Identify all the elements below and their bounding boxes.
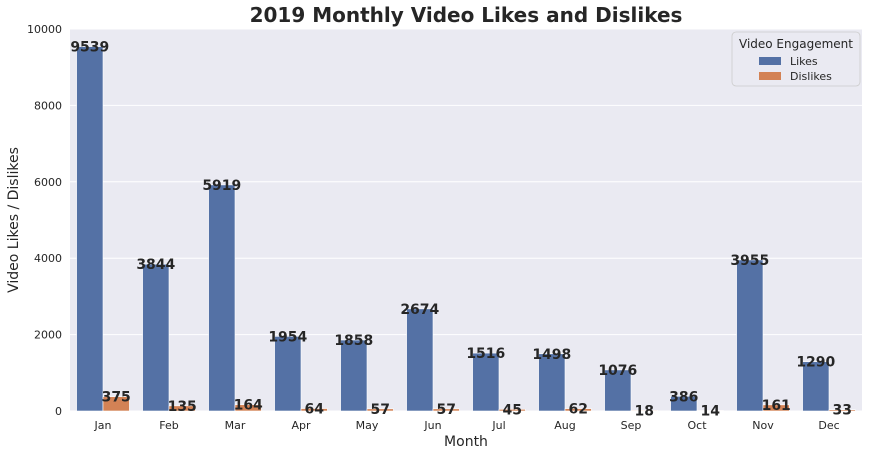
bar-likes (76, 46, 104, 412)
y-tick-label: 0 (55, 405, 62, 418)
data-label-likes: 9539 (70, 40, 109, 56)
y-tick-label: 10000 (27, 23, 62, 36)
legend: Video Engagement Likes Dislikes (731, 31, 861, 87)
legend-label-dislikes: Dislikes (790, 70, 832, 83)
data-label-dislikes: 57 (436, 402, 455, 418)
bar-likes (274, 336, 302, 412)
bar-dislikes (828, 409, 856, 412)
x-tick-label: Mar (225, 419, 246, 432)
x-tick-label: Sep (621, 419, 642, 432)
x-tick-label: Dec (818, 419, 839, 432)
data-label-likes: 3955 (730, 253, 769, 269)
data-label-dislikes: 33 (832, 403, 851, 419)
bar-likes (538, 353, 566, 412)
bar-dislikes (102, 396, 130, 412)
data-label-dislikes: 64 (304, 402, 324, 418)
bar-dislikes (366, 408, 394, 412)
data-label-likes: 1954 (268, 329, 307, 345)
x-axis-ticks: Jan Feb Mar Apr May Jun Jul Aug Sep Oct Nov Dec (94, 419, 840, 432)
bar-likes (142, 263, 170, 412)
data-label-dislikes: 161 (762, 398, 791, 414)
data-label-likes: 1516 (466, 346, 505, 362)
bar-likes (802, 361, 830, 412)
bar-dislikes (696, 410, 724, 412)
bar-likes (208, 184, 236, 412)
y-tick-label: 4000 (34, 252, 62, 265)
chart-title: 2019 Monthly Video Likes and Dislikes (250, 3, 683, 27)
x-tick-label: Jan (94, 419, 112, 432)
data-label-dislikes: 14 (700, 403, 720, 419)
data-label-dislikes: 62 (568, 402, 587, 418)
x-tick-label: Nov (752, 419, 774, 432)
x-tick-label: Jul (491, 419, 505, 432)
y-axis-ticks: 0 2000 4000 6000 8000 10000 (27, 23, 62, 418)
data-label-dislikes: 57 (370, 402, 389, 418)
data-label-likes: 5919 (202, 178, 241, 194)
data-label-dislikes: 375 (102, 390, 131, 406)
bar-likes (406, 308, 434, 412)
bar-dislikes (498, 408, 526, 412)
bar-dislikes (762, 404, 790, 412)
data-label-likes: 1290 (796, 355, 835, 371)
gridlines (70, 28, 862, 412)
data-label-likes: 1076 (598, 363, 637, 379)
data-label-likes: 3844 (136, 257, 175, 273)
data-label-dislikes: 135 (168, 399, 197, 415)
data-label-likes: 386 (669, 389, 698, 405)
data-label-likes: 2674 (400, 302, 439, 318)
legend-title: Video Engagement (739, 37, 853, 51)
bar-likes (736, 259, 764, 412)
y-tick-label: 2000 (34, 329, 62, 342)
bar-dislikes (300, 408, 328, 412)
data-label-dislikes: 18 (634, 403, 653, 419)
bar-dislikes (168, 405, 196, 412)
legend-swatch-likes (759, 57, 781, 65)
data-label-likes: 1858 (334, 333, 373, 349)
bar-dislikes (234, 404, 262, 412)
x-axis-label: Month (444, 434, 488, 450)
x-tick-label: Aug (554, 419, 575, 432)
x-tick-label: Jun (423, 419, 441, 432)
legend-label-likes: Likes (790, 55, 818, 68)
plot-background (70, 29, 862, 411)
x-tick-label: May (356, 419, 379, 432)
bar-likes (604, 369, 632, 412)
bar-likes (472, 352, 500, 412)
bars (76, 46, 856, 412)
x-tick-label: Feb (159, 419, 178, 432)
x-tick-label: Apr (291, 419, 311, 432)
data-label-likes: 1498 (532, 347, 571, 363)
y-tick-label: 8000 (34, 99, 62, 112)
legend-swatch-dislikes (759, 72, 781, 80)
data-label-dislikes: 45 (502, 402, 521, 418)
bar-dislikes (564, 408, 592, 412)
y-tick-label: 6000 (34, 176, 62, 189)
legend-items: Likes Dislikes (759, 55, 832, 83)
bar-likes (340, 339, 368, 412)
bar-likes (670, 395, 698, 412)
data-labels: 9539 375 3844 135 5919 164 1954 64 1858 57 2674 57 1… (70, 40, 852, 420)
bar-dislikes (432, 408, 460, 412)
y-axis-label: Video Likes / Dislikes (6, 147, 22, 293)
bar-dislikes (630, 410, 658, 412)
data-label-dislikes: 164 (234, 398, 263, 414)
x-tick-label: Oct (687, 419, 707, 432)
